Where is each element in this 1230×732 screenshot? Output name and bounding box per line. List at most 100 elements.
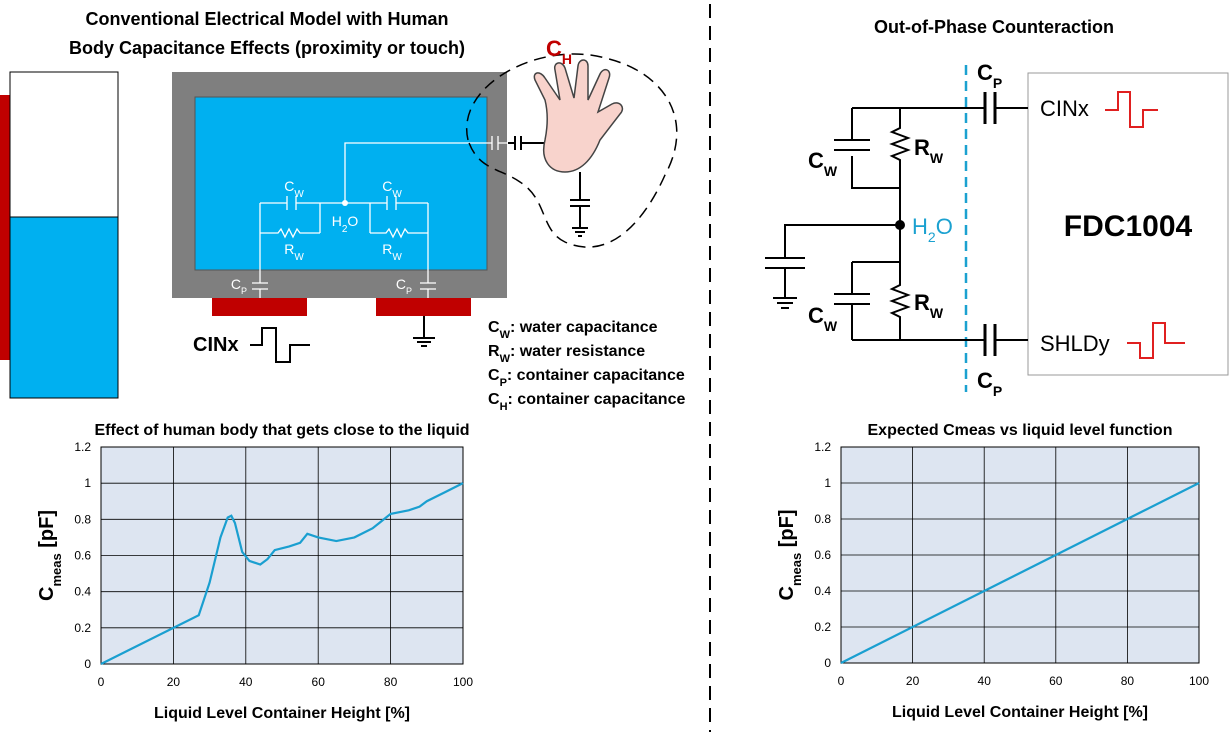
y-tick-label: 0.6: [74, 549, 91, 563]
text-part: W: [294, 189, 304, 200]
text-part: P: [241, 286, 247, 296]
shape: [252, 282, 436, 298]
legend: CW: water capacitance RW: water resistan…: [488, 319, 685, 413]
label: H2O: [912, 214, 953, 245]
text-part: : container capacitance: [508, 391, 686, 408]
legend-entry: CP: container capacitance: [488, 367, 685, 389]
label: CP: [396, 276, 412, 296]
text-part: W: [824, 163, 838, 179]
chip-label: FDC1004: [1064, 210, 1193, 243]
waveform: [1127, 322, 1185, 359]
y-axis-title-part: meas: [789, 553, 804, 586]
y-tick-label: 0.4: [74, 585, 91, 599]
text-part: C: [546, 36, 562, 61]
label: CW: [808, 303, 838, 334]
text-part: H: [912, 214, 928, 239]
chart: 0 0.2 0.4 0.6 0.8 1 1.2 0 20 40 60 80 100 Effect of h…: [36, 422, 473, 722]
y-axis-title: Cmeas [pF]: [36, 510, 64, 601]
text-part: P: [993, 75, 1002, 91]
text-part: C: [808, 148, 824, 173]
chip-box: [1027, 72, 1229, 376]
x-tick-label: 20: [167, 675, 181, 689]
text-part: C: [488, 391, 500, 408]
text-part: R: [284, 241, 294, 257]
shape: [889, 108, 911, 225]
text-part: O: [936, 214, 953, 239]
chart-title: Expected Cmeas vs liquid level function: [868, 422, 1173, 439]
y-tick-label: 1: [824, 476, 831, 490]
shape: [260, 227, 428, 239]
shape: [852, 107, 1028, 341]
text-part: 2: [928, 229, 936, 245]
x-axis-title: Liquid Level Container Height [%]: [892, 704, 1148, 721]
label: CW: [382, 178, 402, 200]
label: CW: [284, 178, 304, 200]
y-tick-label: 0.8: [74, 512, 91, 526]
text-part: C: [977, 368, 993, 393]
y-tick-label: 1: [84, 476, 91, 490]
x-tick-label: 100: [1189, 674, 1209, 688]
waveform: [250, 327, 310, 363]
shape: [286, 196, 397, 210]
liquid: [9, 216, 119, 399]
text-part: W: [392, 189, 402, 200]
y-axis-title-part: meas: [49, 553, 64, 586]
label: CP: [231, 276, 247, 296]
proximity-boundary: [465, 53, 678, 248]
text-part: C: [808, 303, 824, 328]
data-line: [100, 482, 464, 665]
text-part: C: [488, 367, 500, 384]
electrode: [0, 95, 10, 360]
label: CP: [977, 60, 1002, 91]
text-part: P: [500, 377, 507, 389]
y-tick-label: 0: [824, 656, 831, 670]
x-tick-label: 20: [906, 674, 920, 688]
title: Conventional Electrical Model with Human: [85, 9, 448, 29]
text-part: W: [824, 318, 838, 334]
shape: [834, 225, 911, 340]
x-axis-title: Liquid Level Container Height [%]: [154, 705, 410, 722]
ground: [570, 172, 590, 237]
text-part: W: [930, 305, 944, 321]
text-part: P: [406, 286, 412, 296]
liquid: [194, 96, 488, 271]
ground: [413, 316, 435, 347]
text-part: H: [562, 51, 572, 67]
x-tick-label: 80: [1121, 674, 1135, 688]
y-axis-title-part: [pF]: [776, 509, 798, 552]
title: Out-of-Phase Counteraction: [874, 17, 1114, 37]
shape: [895, 220, 905, 230]
shape: [514, 136, 522, 150]
shape: [344, 142, 508, 203]
text-part: C: [284, 178, 294, 194]
shape: [834, 108, 900, 189]
text-part: : container capacitance: [507, 367, 685, 384]
label: CP: [977, 368, 1002, 399]
x-tick-label: 60: [1049, 674, 1063, 688]
text-part: : water resistance: [510, 343, 645, 360]
x-tick-label: 60: [312, 675, 326, 689]
x-tick-label: 40: [239, 675, 253, 689]
text-part: C: [977, 60, 993, 85]
text-part: : water capacitance: [510, 319, 658, 336]
text-part: H: [500, 401, 508, 413]
text-part: W: [294, 252, 304, 263]
waveform: [1105, 91, 1158, 128]
title: Body Capacitance Effects (proximity or t…: [69, 38, 465, 58]
text-part: W: [500, 353, 511, 365]
y-tick-label: 0: [84, 657, 91, 671]
y-tick-label: 1.2: [814, 440, 831, 454]
y-axis-title-part: C: [776, 586, 798, 600]
x-tick-label: 0: [838, 674, 845, 688]
legend-entry: RW: water resistance: [488, 343, 645, 365]
label: RW: [914, 290, 944, 321]
legend-entry: CH: container capacitance: [488, 391, 685, 413]
label: RW: [382, 241, 402, 263]
x-tick-label: 80: [384, 675, 398, 689]
legend-entry: CW: water capacitance: [488, 319, 658, 341]
shape: [765, 224, 900, 309]
text-part: P: [993, 383, 1002, 399]
y-axis-title: Cmeas [pF]: [776, 509, 804, 600]
